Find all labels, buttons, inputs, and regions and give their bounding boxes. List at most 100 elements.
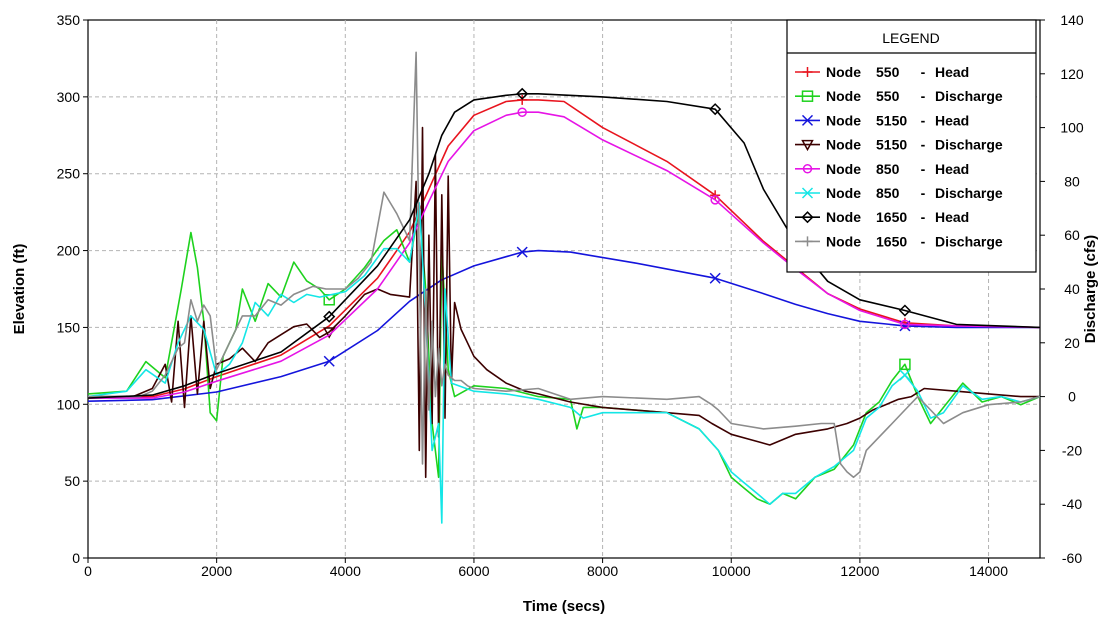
legend-label: Head bbox=[935, 161, 969, 177]
y-tick-label: 100 bbox=[57, 396, 81, 412]
legend-entry: Node 850 - Head bbox=[795, 161, 969, 177]
legend-entry: Node 1650- Head bbox=[795, 209, 969, 225]
series-line bbox=[88, 111, 1041, 399]
series-point bbox=[709, 103, 722, 116]
x-tick-label: 8000 bbox=[587, 563, 618, 579]
x-axis-label: Time (secs) bbox=[523, 598, 605, 615]
legend-label: Node bbox=[826, 112, 861, 128]
y-tick-label: 350 bbox=[57, 12, 81, 28]
legend-marker bbox=[801, 187, 814, 199]
y2-tick-label: -40 bbox=[1062, 496, 1082, 512]
x-tick-label: 6000 bbox=[458, 563, 489, 579]
legend-label: 550 bbox=[876, 64, 900, 80]
legend-label: Node bbox=[826, 88, 861, 104]
x-tick-label: 2000 bbox=[201, 563, 232, 579]
y2-tick-label: 100 bbox=[1060, 120, 1084, 136]
legend-box bbox=[786, 19, 1037, 273]
legend-label: - bbox=[921, 64, 926, 80]
legend-label: 850 bbox=[876, 161, 900, 177]
y2-axis-label: Discharge (cfs) bbox=[1082, 235, 1099, 343]
series-7 bbox=[88, 51, 1041, 479]
series-point bbox=[323, 310, 336, 323]
legend-label: - bbox=[921, 185, 926, 201]
series-point bbox=[517, 94, 528, 105]
y2-tick-label: -20 bbox=[1062, 442, 1082, 458]
legend-label: 550 bbox=[876, 88, 900, 104]
x-tick-label: 12000 bbox=[840, 563, 879, 579]
y2-tick-label: 60 bbox=[1064, 227, 1080, 243]
legend-label: Head bbox=[935, 64, 969, 80]
y2-tick-label: 80 bbox=[1064, 173, 1080, 189]
series-point bbox=[516, 87, 529, 100]
legend-label: Node bbox=[826, 233, 861, 249]
legend-label: - bbox=[921, 233, 926, 249]
legend-entry: Node 850 - Discharge bbox=[795, 185, 1003, 201]
y2-tick-label: -60 bbox=[1062, 550, 1082, 566]
legend-marker bbox=[802, 67, 813, 77]
y-tick-label: 0 bbox=[72, 550, 80, 566]
series-point bbox=[710, 195, 720, 205]
x-tick-label: 14000 bbox=[969, 563, 1008, 579]
series-4 bbox=[88, 107, 1041, 399]
series-line bbox=[87, 93, 1041, 399]
series-point bbox=[516, 246, 528, 258]
y2-tick-label: 40 bbox=[1064, 281, 1080, 297]
y-tick-label: 150 bbox=[57, 319, 81, 335]
legend-label: 1650 bbox=[876, 209, 907, 225]
y-axis-label: Elevation (ft) bbox=[11, 244, 28, 335]
legend-marker bbox=[801, 139, 814, 152]
legend-marker bbox=[802, 236, 813, 247]
series-5 bbox=[87, 202, 1041, 524]
legend-label: Node bbox=[826, 137, 861, 153]
y2-tick-label: 20 bbox=[1064, 335, 1080, 351]
y-tick-label: 300 bbox=[57, 89, 81, 105]
series-point bbox=[709, 272, 721, 284]
axis-ticks: 0 2000 4000 6000 8000 10000 12000 1400005010015… bbox=[57, 12, 1084, 579]
legend-entry: Node 550 - Head bbox=[795, 64, 969, 80]
legend-label: - bbox=[921, 209, 926, 225]
legend-label: 850 bbox=[876, 185, 900, 201]
legend-entry: Node 1650- Discharge bbox=[795, 233, 1003, 249]
legend-title: LEGEND bbox=[882, 30, 940, 46]
legend-label: - bbox=[921, 88, 926, 104]
legend-label: - bbox=[921, 137, 926, 153]
y-tick-label: 250 bbox=[57, 166, 81, 182]
series-6 bbox=[87, 87, 1041, 399]
legend-label: Discharge bbox=[935, 88, 1003, 104]
legend-label: - bbox=[921, 161, 926, 177]
legend-marker bbox=[802, 164, 813, 174]
series-line bbox=[88, 51, 1041, 479]
legend-entry: Node 5150- Discharge bbox=[795, 137, 1003, 153]
legend-label: Node bbox=[826, 64, 861, 80]
legend-label: 5150 bbox=[876, 137, 907, 153]
legend-label: Node bbox=[826, 185, 861, 201]
legend-marker bbox=[801, 114, 814, 126]
series-layer bbox=[87, 51, 1041, 524]
y2-tick-label: 0 bbox=[1068, 389, 1076, 405]
legend-marker bbox=[801, 211, 814, 224]
legend-label: - bbox=[921, 112, 926, 128]
y2-tick-label: 140 bbox=[1060, 12, 1084, 28]
legend-entry: Node 550 - Discharge bbox=[795, 88, 1003, 104]
x-tick-label: 0 bbox=[84, 563, 92, 579]
series-point bbox=[899, 358, 911, 371]
series-point bbox=[899, 369, 911, 381]
legend-label: Head bbox=[935, 209, 969, 225]
legend-label: Discharge bbox=[935, 137, 1003, 153]
x-tick-label: 10000 bbox=[712, 563, 751, 579]
x-tick-label: 4000 bbox=[330, 563, 361, 579]
legend-marker bbox=[801, 90, 814, 102]
series-point bbox=[323, 355, 335, 367]
legend-entry: Node 5150- Head bbox=[795, 112, 969, 128]
legend-label: Node bbox=[826, 161, 861, 177]
series-point bbox=[898, 304, 911, 317]
legend-label: Node bbox=[826, 209, 861, 225]
legend-label: Discharge bbox=[935, 185, 1003, 201]
legend-label: Discharge bbox=[935, 233, 1003, 249]
y-tick-label: 200 bbox=[57, 243, 81, 259]
y2-tick-label: 120 bbox=[1060, 66, 1084, 82]
y-tick-label: 50 bbox=[64, 473, 80, 489]
